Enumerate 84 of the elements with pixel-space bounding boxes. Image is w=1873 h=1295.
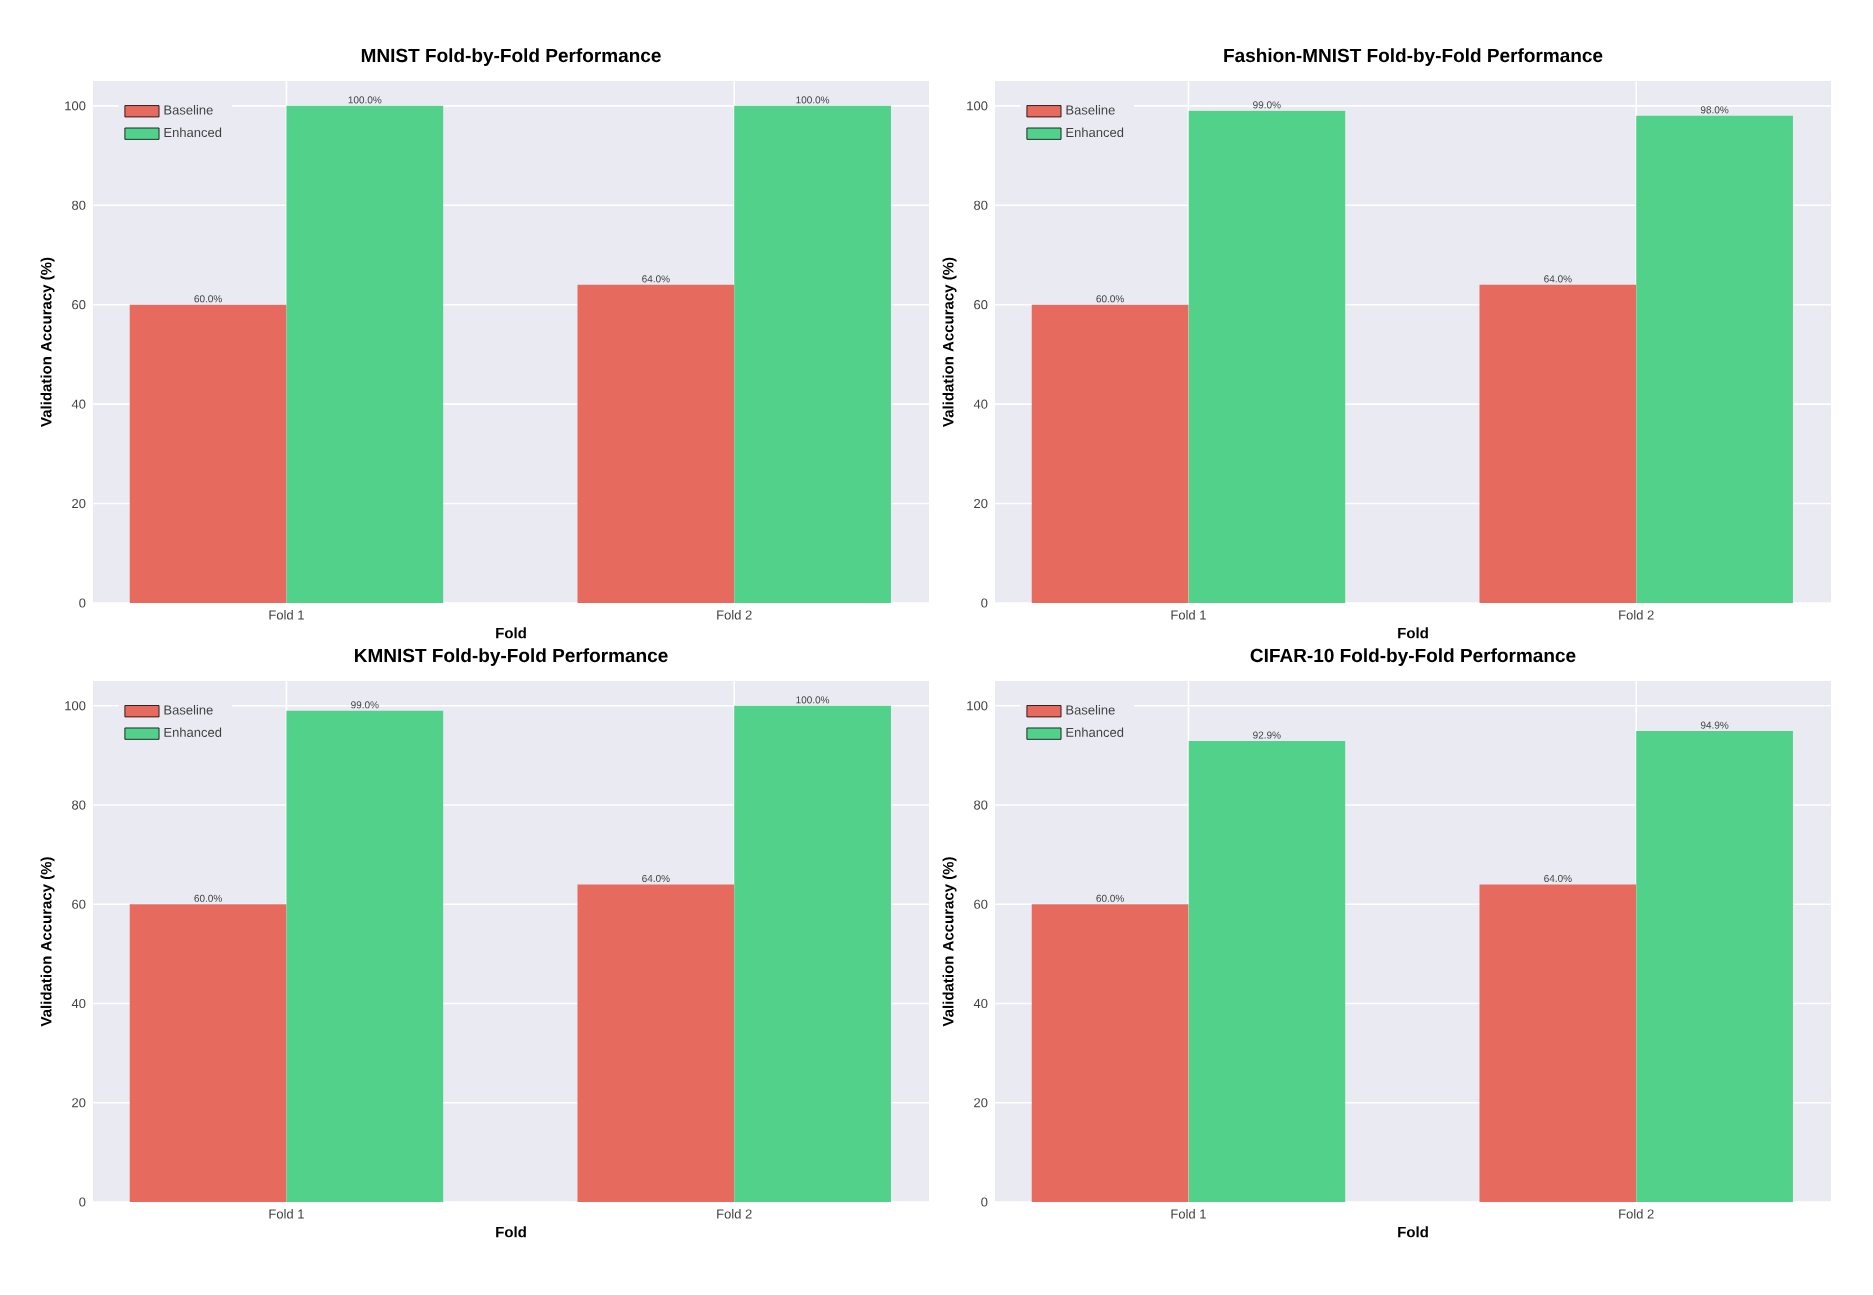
legend-label: Baseline xyxy=(164,705,213,715)
x-axis-title: Fold xyxy=(1398,627,1428,639)
bar xyxy=(129,304,287,603)
y-tick-label: 80 xyxy=(72,200,86,210)
y-tick-label: 0 xyxy=(981,598,988,608)
y-tick-label: 100 xyxy=(65,701,86,711)
chart-title: MNIST Fold-by-Fold Performance xyxy=(361,48,661,66)
data-label: 92.9% xyxy=(1253,731,1281,739)
y-tick-label: 80 xyxy=(974,200,988,210)
bar xyxy=(1636,731,1793,1202)
data-label: 99.0% xyxy=(1253,101,1281,109)
data-label: 100.0% xyxy=(348,96,382,104)
data-label: 64.0% xyxy=(642,874,670,883)
y-axis-title: Validation Accuracy (%) xyxy=(40,257,55,427)
x-tick-label: Fold 2 xyxy=(717,1209,752,1219)
bar xyxy=(577,884,735,1202)
bar xyxy=(1479,884,1637,1202)
chart-title: CIFAR-10 Fold-by-Fold Performance xyxy=(1250,648,1576,666)
bar xyxy=(577,284,735,603)
y-tick-label: 0 xyxy=(79,598,86,608)
data-label: 60.0% xyxy=(194,894,222,902)
legend-label: Baseline xyxy=(164,105,213,115)
legend-label: Enhanced xyxy=(164,127,222,138)
y-tick-label: 0 xyxy=(981,1197,988,1207)
y-tick-label: 100 xyxy=(967,701,988,711)
bar xyxy=(1636,115,1793,603)
legend-label: Enhanced xyxy=(1066,727,1124,737)
y-tick-label: 20 xyxy=(974,1098,988,1108)
bar xyxy=(1188,110,1346,603)
legend-label: Enhanced xyxy=(1066,127,1124,138)
y-tick-label: 60 xyxy=(72,899,86,909)
y-tick-label: 20 xyxy=(72,1098,86,1108)
data-label: 100.0% xyxy=(796,96,830,104)
y-tick-label: 40 xyxy=(71,399,86,409)
x-tick-label: Fold 1 xyxy=(1171,1209,1206,1219)
y-tick-label: 60 xyxy=(974,300,988,310)
y-tick-label: 20 xyxy=(72,498,86,509)
legend-label: Baseline xyxy=(1066,105,1115,115)
x-tick-label: Fold 1 xyxy=(269,1209,304,1219)
y-tick-label: 40 xyxy=(973,998,988,1009)
bar xyxy=(286,710,444,1202)
x-axis-title: Fold xyxy=(496,627,526,639)
data-label: 98.0% xyxy=(1700,106,1729,114)
bar xyxy=(734,705,891,1202)
chart-title: Fashion-MNIST Fold-by-Fold Performance xyxy=(1224,48,1603,66)
data-label: 60.0% xyxy=(194,295,222,303)
x-axis-title: Fold xyxy=(1398,1226,1428,1238)
y-tick-label: 40 xyxy=(973,399,988,409)
x-tick-label: Fold 1 xyxy=(269,610,304,620)
data-label: 64.0% xyxy=(1544,275,1572,283)
y-axis-title: Validation Accuracy (%) xyxy=(942,857,957,1027)
y-tick-label: 100 xyxy=(967,101,988,111)
y-axis-title: Validation Accuracy (%) xyxy=(942,257,957,427)
bar xyxy=(1031,304,1189,603)
y-tick-label: 80 xyxy=(72,800,86,810)
y-axis-title: Validation Accuracy (%) xyxy=(40,857,55,1027)
y-tick-label: 20 xyxy=(974,498,988,509)
data-label: 60.0% xyxy=(1096,894,1124,902)
y-tick-label: 60 xyxy=(974,899,988,909)
x-axis-title: Fold xyxy=(496,1226,526,1238)
legend-label: Baseline xyxy=(1066,705,1115,715)
bar xyxy=(286,105,444,603)
bar xyxy=(1479,284,1637,603)
data-label: 64.0% xyxy=(642,275,670,283)
bar xyxy=(129,904,287,1202)
bar xyxy=(1188,741,1346,1202)
data-label: 60.0% xyxy=(1096,295,1124,303)
bar xyxy=(734,105,891,603)
x-tick-label: Fold 2 xyxy=(1619,610,1654,620)
data-label: 94.9% xyxy=(1700,721,1729,729)
x-tick-label: Fold 2 xyxy=(717,610,752,620)
y-tick-label: 40 xyxy=(71,998,86,1009)
y-tick-label: 80 xyxy=(974,800,988,810)
data-label: 100.0% xyxy=(796,696,830,704)
data-label: 99.0% xyxy=(351,701,379,709)
chart-title: KMNIST Fold-by-Fold Performance xyxy=(355,648,668,666)
bar xyxy=(1031,904,1189,1202)
y-tick-label: 60 xyxy=(72,300,86,310)
legend-label: Enhanced xyxy=(164,727,222,737)
x-tick-label: Fold 2 xyxy=(1619,1209,1654,1219)
data-label: 64.0% xyxy=(1544,874,1572,883)
y-tick-label: 0 xyxy=(79,1197,86,1207)
y-tick-label: 100 xyxy=(65,101,86,111)
x-tick-label: Fold 1 xyxy=(1171,610,1206,620)
